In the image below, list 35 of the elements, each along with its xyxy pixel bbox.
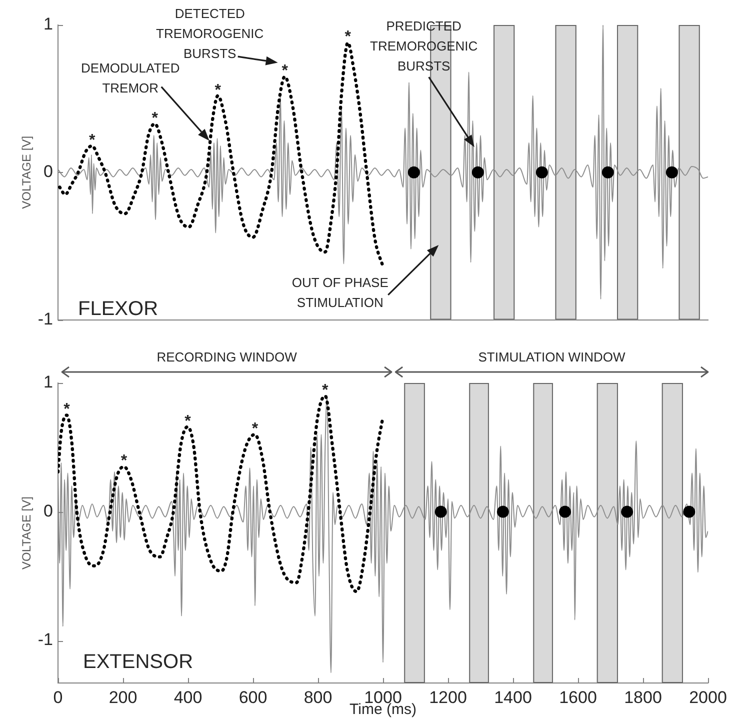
y-tick-label: 1 — [44, 14, 53, 34]
x-tick-label: 200 — [108, 688, 138, 707]
annotation: * — [322, 382, 330, 399]
annotation: * — [184, 412, 192, 430]
x-tick-label: 1400 — [494, 688, 532, 707]
annotation: * — [344, 28, 352, 46]
annotation: DETECTED TREMOROGENIC BURSTS — [156, 6, 264, 62]
text: RECORDING WINDOW — [156, 350, 298, 365]
x-tick-label: 1600 — [559, 688, 597, 707]
line-series — [58, 394, 385, 594]
annotation: DEMODULATED TREMOR — [81, 60, 180, 96]
x-tick-label: 1200 — [429, 688, 467, 707]
y-tick-label: 0 — [44, 162, 53, 182]
y-tick-label: -1 — [38, 309, 53, 328]
y-axis-title: VOLTAGE [V] — [20, 496, 34, 570]
annotation: EXTENSOR — [83, 651, 194, 673]
annotation: * — [252, 420, 259, 438]
text: STIMULATION WINDOW — [478, 350, 626, 365]
x-tick-label: 1800 — [624, 688, 662, 707]
annotation: * — [214, 82, 222, 99]
annotation: FLEXOR — [78, 298, 158, 320]
annotation: * — [64, 401, 71, 418]
y-tick-label: 0 — [44, 501, 53, 520]
annotation: * — [282, 62, 289, 80]
x-tick-label: 400 — [174, 688, 202, 707]
y-tick-label: -1 — [38, 630, 53, 650]
annotation: * — [152, 110, 159, 127]
annotation: * — [89, 132, 96, 149]
x-tick-label: 2000 — [689, 688, 727, 707]
x-tick-label: 800 — [304, 688, 332, 707]
x-tick-label: 600 — [238, 688, 268, 707]
y-tick-label: 1 — [44, 372, 53, 392]
annotation: OUT OF PHASE STIMULATION — [292, 275, 389, 310]
y-axis-title: VOLTAGE [V] — [20, 136, 34, 209]
annotation: * — [120, 452, 128, 470]
